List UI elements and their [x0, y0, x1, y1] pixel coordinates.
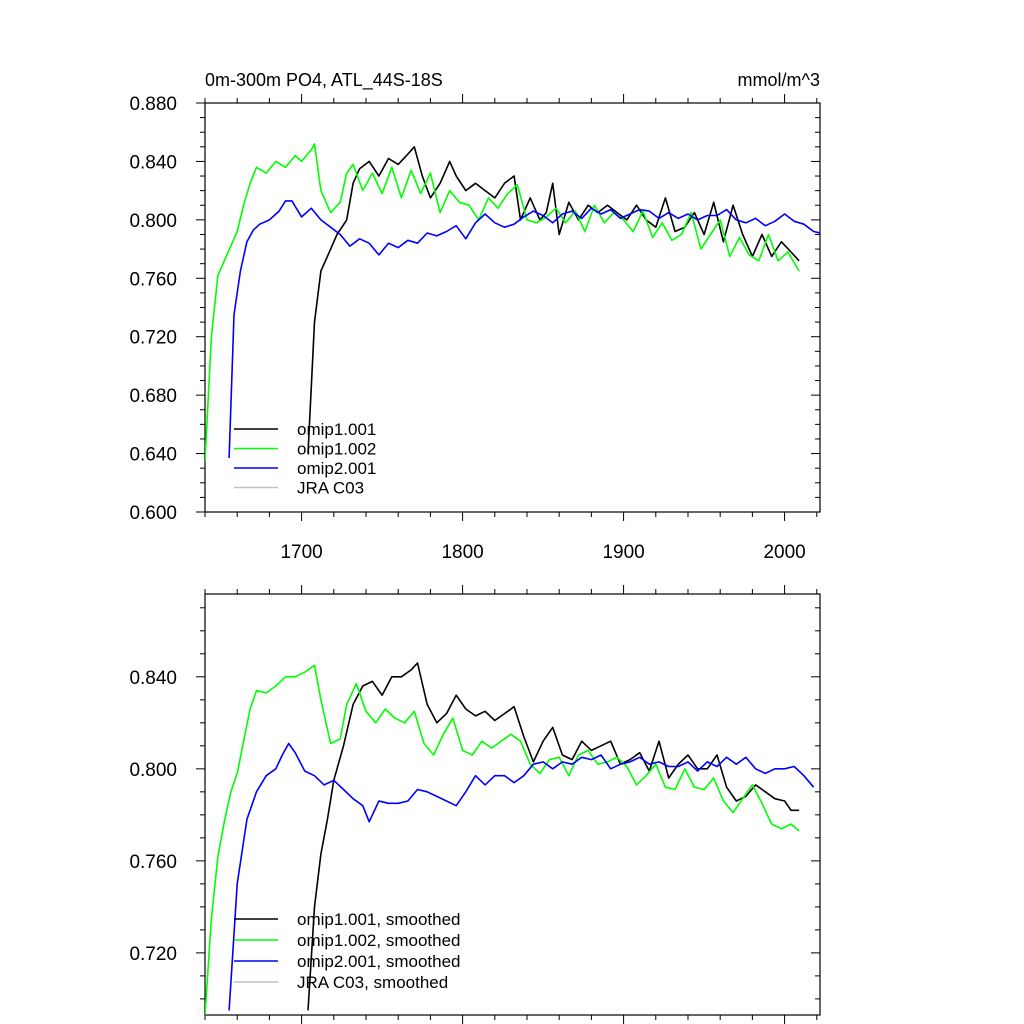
bottom-ytick-label: 0.760 [129, 852, 177, 873]
top-axis-ticks: 1700 1800 1900 2000 0.600 0.640 0.680 0.720 0.76… [129, 94, 820, 563]
bottom-series-group [205, 662, 815, 1015]
bottom-series-line-3 [228, 742, 815, 1011]
top-panel: 0m-300m PO4, ATL_44S-18S mmol/m^3 1700 18… [129, 70, 821, 563]
top-legend-label: omip2.001 [297, 459, 376, 478]
bottom-panel: 0.720 0.760 0.800 0.840 omip1.001, smoothed… [129, 585, 821, 1024]
top-ytick-label: 0.600 [129, 503, 177, 524]
top-ytick-label: 0.880 [129, 94, 177, 115]
top-series-group [205, 143, 820, 461]
bottom-axis-ticks: 0.720 0.760 0.800 0.840 [129, 585, 820, 1024]
bottom-ytick-label: 0.800 [129, 760, 177, 781]
bottom-legend-label: JRA C03, smoothed [297, 973, 448, 992]
top-legend-label: JRA C03 [297, 479, 364, 498]
bottom-series-line-1 [307, 662, 800, 1011]
top-xtick-label: 1900 [602, 542, 644, 563]
top-xtick-label: 1800 [441, 542, 483, 563]
top-legend-label: omip1.002 [297, 440, 376, 459]
top-xtick-label: 1700 [280, 542, 322, 563]
bottom-legend-label: omip2.001, smoothed [297, 952, 461, 971]
top-panel-title: 0m-300m PO4, ATL_44S-18S [205, 70, 443, 91]
top-ytick-label: 0.760 [129, 269, 177, 290]
bottom-legend-label: omip1.001, smoothed [297, 910, 461, 929]
top-ytick-label: 0.840 [129, 152, 177, 173]
bottom-legend: omip1.001, smoothed omip1.002, smoothed om… [234, 910, 461, 992]
top-ytick-label: 0.680 [129, 386, 177, 407]
top-xtick-label: 2000 [763, 542, 805, 563]
bottom-ytick-label: 0.720 [129, 944, 177, 965]
bottom-plot-frame [204, 593, 821, 1016]
top-ytick-label: 0.800 [129, 211, 177, 232]
top-panel-units: mmol/m^3 [738, 70, 820, 90]
top-series-line-3 [228, 200, 820, 459]
top-legend-label: omip1.001 [297, 420, 376, 439]
top-ytick-label: 0.720 [129, 328, 177, 349]
bottom-series-line-2 [205, 664, 800, 1015]
bottom-legend-label: omip1.002, smoothed [297, 931, 461, 950]
bottom-ytick-label: 0.840 [129, 668, 177, 689]
top-ytick-label: 0.640 [129, 445, 177, 466]
